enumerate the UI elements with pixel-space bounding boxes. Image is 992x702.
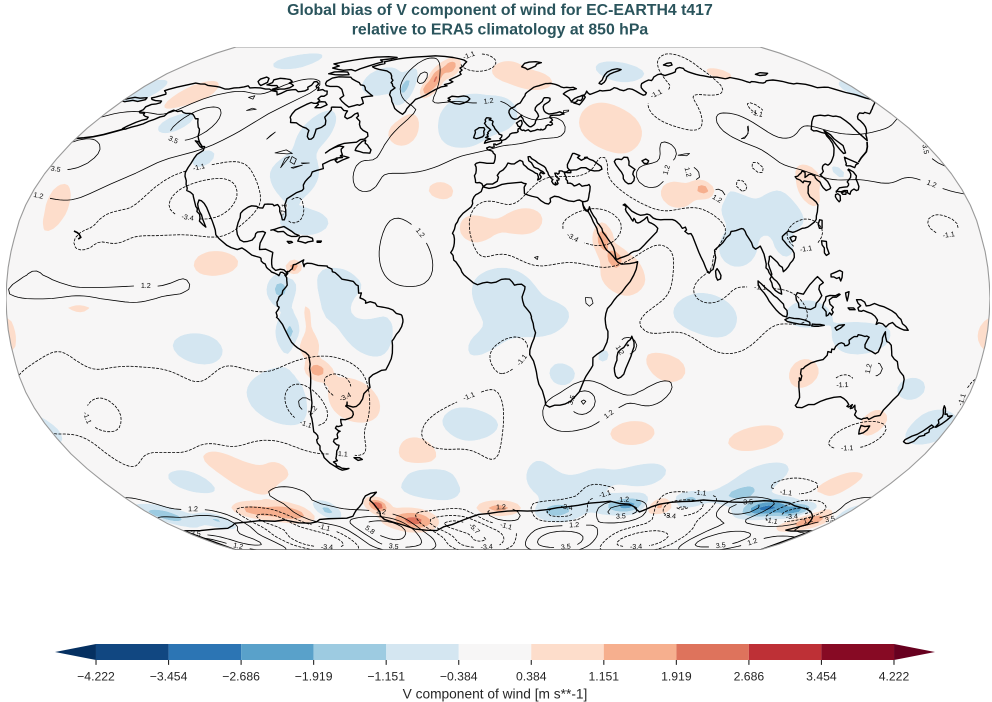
svg-text:1.2: 1.2 (661, 164, 672, 176)
svg-text:-1.1: -1.1 (836, 381, 848, 389)
svg-text:1.2: 1.2 (926, 179, 938, 190)
svg-text:1.2: 1.2 (614, 344, 626, 357)
svg-text:1.2: 1.2 (33, 191, 44, 201)
svg-text:1.2: 1.2 (746, 537, 758, 548)
svg-text:-3.4: -3.4 (560, 502, 573, 512)
svg-text:3.5: 3.5 (824, 515, 835, 525)
svg-text:3.5: 3.5 (616, 512, 626, 520)
svg-text:3.5: 3.5 (50, 164, 61, 174)
svg-text:−3.454: −3.454 (150, 669, 188, 683)
svg-text:3.5: 3.5 (566, 394, 577, 406)
svg-text:1.2: 1.2 (802, 516, 813, 526)
svg-text:1.2: 1.2 (188, 505, 198, 513)
svg-text:1.2: 1.2 (141, 282, 151, 290)
svg-text:-1.1: -1.1 (765, 516, 778, 526)
svg-text:-1.1: -1.1 (192, 162, 206, 173)
svg-text:-1.1: -1.1 (779, 488, 792, 498)
svg-text:2.686: 2.686 (734, 669, 765, 683)
svg-text:-1.1: -1.1 (598, 489, 612, 500)
svg-text:-1.1: -1.1 (694, 488, 707, 497)
svg-text:1.2: 1.2 (232, 541, 243, 551)
svg-text:-1.1: -1.1 (279, 203, 289, 216)
svg-text:1.151: 1.151 (589, 669, 620, 683)
svg-text:-3.4: -3.4 (630, 543, 643, 551)
svg-text:−4.222: −4.222 (77, 669, 115, 683)
svg-text:−1.919: −1.919 (295, 669, 333, 683)
svg-text:3.5: 3.5 (167, 134, 179, 145)
svg-text:-1.1: -1.1 (799, 244, 812, 254)
svg-text:3.454: 3.454 (806, 669, 837, 683)
svg-text:3.5: 3.5 (920, 144, 930, 155)
svg-text:3.5: 3.5 (560, 542, 571, 551)
svg-text:−2.686: −2.686 (222, 669, 260, 683)
svg-text:-1.1: -1.1 (335, 450, 348, 459)
svg-text:-1.1: -1.1 (942, 230, 955, 240)
svg-text:Global bias of V component of: Global bias of V component of wind for E… (287, 2, 713, 19)
svg-text:-1.1: -1.1 (841, 444, 853, 452)
svg-text:-1.1: -1.1 (956, 393, 967, 407)
svg-text:-1.1: -1.1 (754, 283, 767, 292)
svg-text:-3.4: -3.4 (786, 512, 799, 521)
svg-text:1.2: 1.2 (711, 193, 724, 205)
svg-text:1.2: 1.2 (496, 503, 506, 511)
svg-text:-3.4: -3.4 (663, 512, 676, 521)
svg-text:-1.1: -1.1 (317, 522, 331, 533)
svg-text:-3.4: -3.4 (480, 543, 493, 552)
svg-text:0.384: 0.384 (516, 669, 547, 683)
svg-text:relative to ERA5 climatology a: relative to ERA5 climatology at 850 hPa (352, 22, 649, 39)
svg-text:1.919: 1.919 (661, 669, 692, 683)
svg-text:-1.1: -1.1 (299, 419, 313, 431)
svg-text:1.2: 1.2 (864, 363, 874, 374)
svg-text:-3.4: -3.4 (321, 543, 334, 551)
svg-text:1.2: 1.2 (569, 521, 579, 529)
svg-text:-1.1: -1.1 (499, 521, 513, 532)
svg-text:1.2: 1.2 (375, 507, 386, 516)
svg-text:-1.1: -1.1 (750, 108, 764, 119)
svg-text:V component of wind [m s**-1]: V component of wind [m s**-1] (403, 687, 588, 702)
svg-text:3.5: 3.5 (388, 542, 399, 551)
svg-text:1.2: 1.2 (483, 97, 494, 106)
svg-text:3.5: 3.5 (715, 541, 726, 550)
svg-text:-1.1: -1.1 (462, 50, 476, 62)
svg-text:−0.384: −0.384 (440, 669, 478, 683)
svg-text:3.5: 3.5 (191, 529, 201, 538)
svg-text:−1.151: −1.151 (367, 669, 405, 683)
svg-text:-1.1: -1.1 (81, 411, 93, 425)
svg-text:1.2: 1.2 (619, 495, 629, 504)
svg-text:-3.4: -3.4 (181, 213, 194, 223)
svg-text:3.5: 3.5 (743, 498, 753, 506)
svg-text:1.2: 1.2 (683, 166, 693, 178)
svg-text:4.222: 4.222 (879, 669, 910, 683)
